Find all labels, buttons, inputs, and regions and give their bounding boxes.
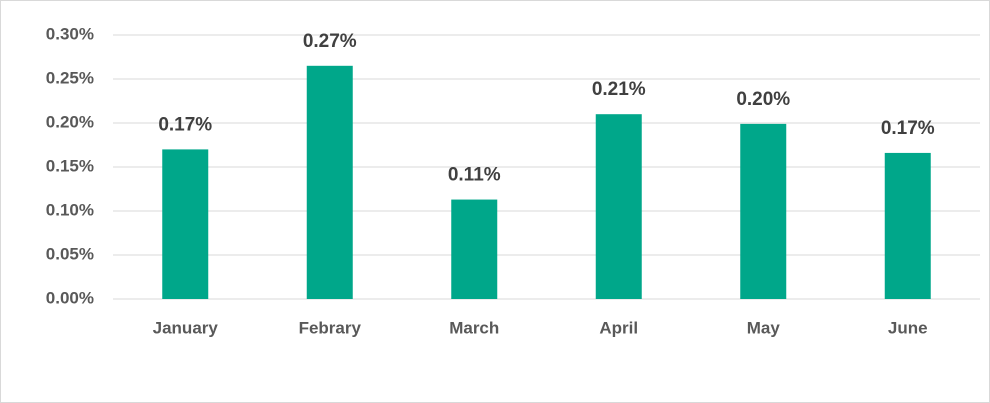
value-label: 0.17% bbox=[881, 118, 935, 139]
bar bbox=[740, 123, 787, 299]
value-label: 0.27% bbox=[303, 31, 357, 52]
y-tick-label: 0.20% bbox=[46, 112, 94, 131]
value-label: 0.11% bbox=[448, 165, 501, 186]
bar bbox=[884, 152, 931, 299]
x-tick-label: March bbox=[449, 318, 499, 337]
y-tick-label: 0.05% bbox=[46, 244, 94, 263]
y-tick-label: 0.15% bbox=[46, 156, 94, 175]
bar bbox=[306, 65, 353, 299]
bar bbox=[451, 199, 498, 299]
bar bbox=[595, 114, 642, 299]
x-tick-label: April bbox=[599, 318, 638, 337]
value-label: 0.21% bbox=[592, 79, 646, 100]
y-tick-label: 0.10% bbox=[46, 200, 94, 219]
x-tick-label: June bbox=[888, 318, 928, 337]
value-label: 0.17% bbox=[158, 114, 212, 135]
y-tick-label: 0.00% bbox=[46, 288, 94, 307]
value-label: 0.20% bbox=[736, 89, 790, 110]
x-tick-label: Febrary bbox=[299, 318, 362, 337]
y-tick-label: 0.30% bbox=[46, 24, 94, 43]
y-tick-label: 0.25% bbox=[46, 68, 94, 87]
x-tick-label: May bbox=[747, 318, 781, 337]
x-tick-label: January bbox=[153, 318, 219, 337]
bar bbox=[162, 149, 209, 299]
